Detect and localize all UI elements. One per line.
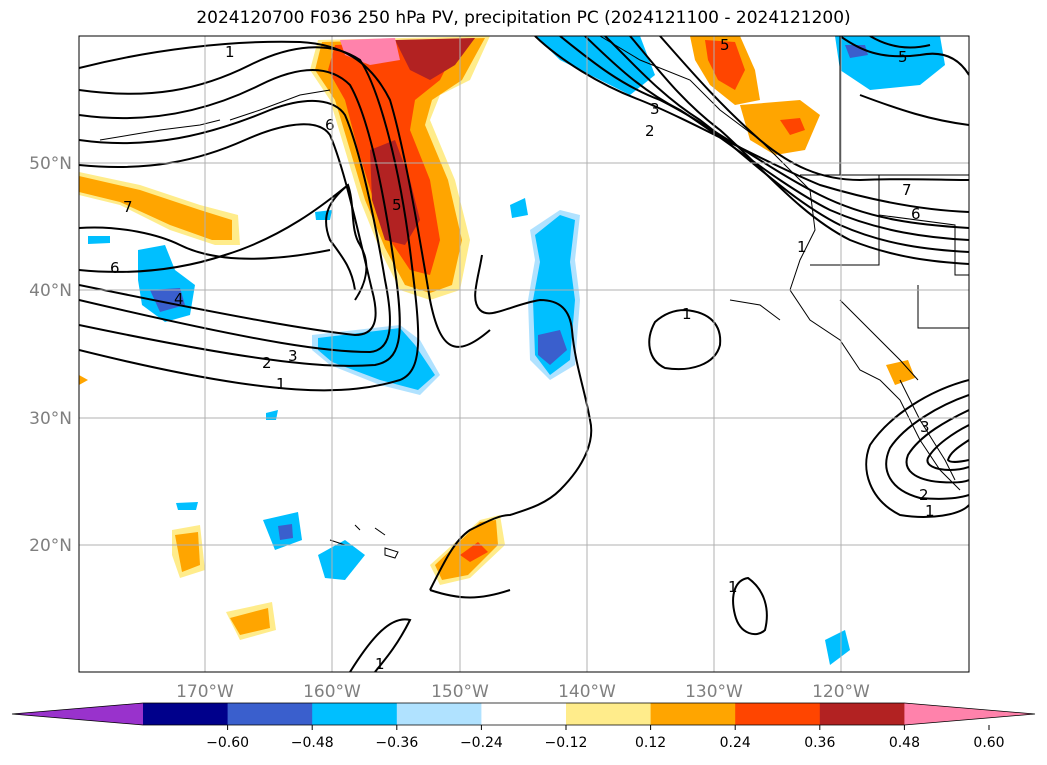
lat-label: 30°N [29,409,72,429]
svg-text:4: 4 [174,290,184,308]
colorbar-segment [735,703,821,725]
shading-region [780,118,805,135]
svg-text:5: 5 [392,196,402,214]
svg-text:3: 3 [920,418,930,436]
svg-text:1: 1 [925,502,935,520]
shading-region [175,532,200,572]
svg-text:1: 1 [728,578,738,596]
svg-text:1: 1 [797,238,807,256]
shading-region [510,198,528,218]
shading-region [886,360,915,385]
map-area: 1 6 5 7 6 4 2 3 1 1 5 3 2 1 7 6 1 2 1 1 … [79,36,969,673]
colorbar-segment [227,703,313,725]
colorbar-tick-label: 0.48 [889,735,920,751]
colorbar-extend-low [12,703,143,725]
colorbar-tick-label: 0.36 [804,735,835,751]
shading-region [460,542,488,562]
svg-text:7: 7 [123,198,133,216]
shading-region [435,520,498,580]
shading-region [176,502,198,510]
colorbar-tick-label: −0.12 [545,735,588,751]
shading-region [79,176,232,240]
lon-label: 140°W [558,682,616,702]
svg-text:5: 5 [898,48,908,66]
shading-region [230,608,270,635]
shading-region [318,540,365,580]
svg-text:2: 2 [919,486,929,504]
svg-text:3: 3 [288,347,298,365]
shading-region [278,524,293,540]
colorbar-segment [566,703,652,725]
colorbar-segment [312,703,398,725]
svg-text:7: 7 [902,181,912,199]
shading-region [88,236,110,244]
svg-text:6: 6 [911,205,921,223]
coastlines [99,36,969,559]
svg-text:5: 5 [720,36,730,54]
pv-contours [79,36,969,672]
lon-label: 170°W [176,682,234,702]
colorbar-tick-label: −0.36 [375,735,418,751]
colorbar-segment [481,703,567,725]
map-frame [78,35,970,673]
svg-text:1: 1 [225,43,235,61]
shading-region [318,328,435,390]
lat-label: 50°N [29,154,72,174]
colorbar-tick-label: 0.24 [720,735,751,751]
lon-label: 160°W [303,682,361,702]
colorbar-segment [819,703,905,725]
colorbar-tick-label: 0.60 [973,735,1004,751]
svg-text:3: 3 [650,100,660,118]
svg-text:6: 6 [110,259,120,277]
svg-text:1: 1 [375,655,385,673]
colorbar-tick-label: −0.60 [206,735,249,751]
colorbar-outline [11,702,1036,726]
lon-label: 120°W [812,682,870,702]
precip-shading [79,36,945,665]
lat-label: 40°N [29,281,72,301]
colorbar-segment [650,703,736,725]
shading-region [395,38,475,80]
colorbar-extend-high [904,703,1035,725]
colorbar-tick-label: −0.24 [460,735,503,751]
shading-region [705,40,745,90]
colorbar-tick-label: −0.48 [291,735,334,751]
svg-text:1: 1 [682,305,692,323]
svg-text:6: 6 [325,116,335,134]
colorbar-segment [143,703,229,725]
map-title: 2024120700 F036 250 hPa PV, precipitatio… [196,8,851,28]
colorbar-segment [396,703,482,725]
shading-region [825,630,850,665]
contour-labels: 1 6 5 7 6 4 2 3 1 1 5 3 2 1 7 6 1 2 1 1 … [110,36,935,673]
svg-text:2: 2 [262,354,272,372]
shading-region [150,288,185,312]
shading-region [538,330,567,365]
lon-label: 130°W [685,682,743,702]
lat-label: 20°N [29,536,72,556]
svg-text:2: 2 [645,122,655,140]
gridlines [79,36,969,672]
svg-text:1: 1 [276,375,286,393]
lon-label: 150°W [431,682,489,702]
shading-region [370,140,420,245]
colorbar-tick-label: 0.12 [635,735,666,751]
shading-region [79,375,88,385]
latitude-labels: 50°N 40°N 30°N 20°N [29,154,72,556]
longitude-labels: 170°W 160°W 150°W 140°W 130°W 120°W [176,682,870,702]
colorbar: −0.60 −0.48 −0.36 −0.24 −0.12 0.12 0.24 0.36 0.4… [11,702,1036,751]
